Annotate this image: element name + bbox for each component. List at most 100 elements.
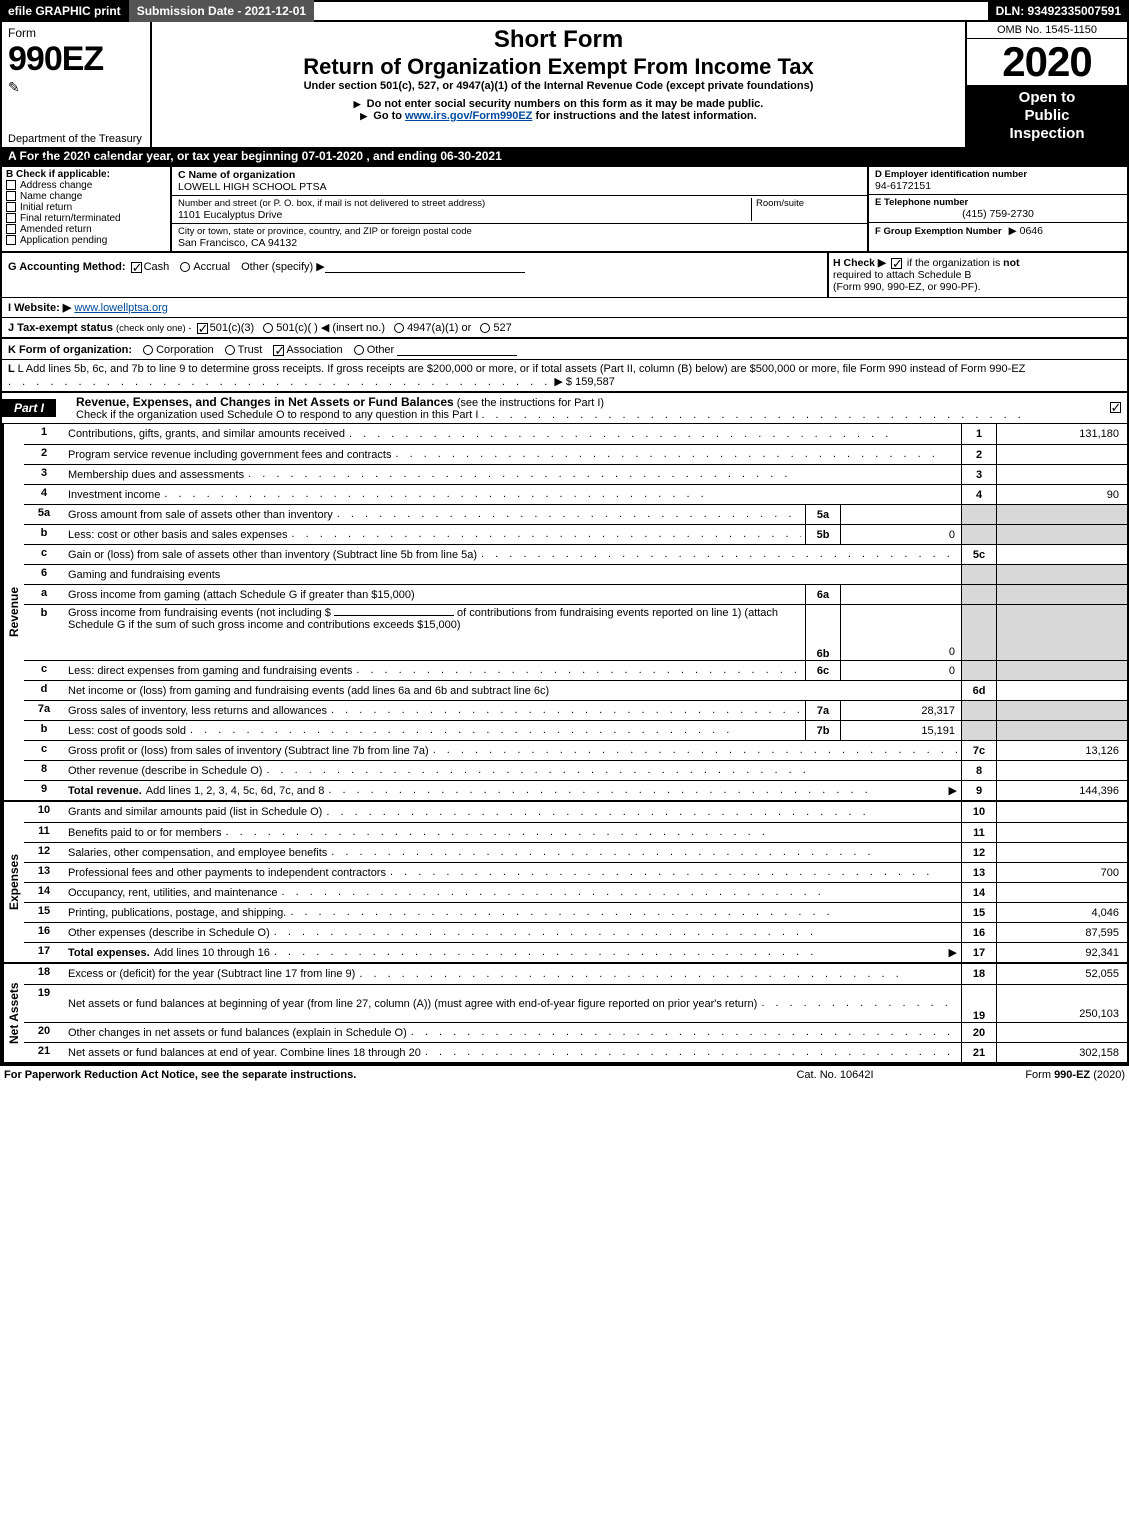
cat-number: Cat. No. 10642I bbox=[745, 1069, 925, 1081]
other-org-radio[interactable] bbox=[354, 345, 364, 355]
box-l: L L Add lines 5b, 6c, and 7b to line 9 t… bbox=[2, 359, 1127, 391]
net-assets-section: Net Assets 18 Excess or (deficit) for th… bbox=[2, 962, 1127, 1062]
box-b-title: B Check if applicable: bbox=[6, 169, 166, 180]
501c-radio[interactable] bbox=[263, 323, 273, 333]
box-c: C Name of organization LOWELL HIGH SCHOO… bbox=[172, 167, 867, 251]
line-13: 13 Professional fees and other payments … bbox=[24, 862, 1127, 882]
header-right: OMB No. 1545-1150 2020 Open to Public In… bbox=[967, 22, 1127, 147]
open-to-public-badge: Open to Public Inspection bbox=[967, 85, 1127, 147]
line-11: 11 Benefits paid to or for members 11 bbox=[24, 822, 1127, 842]
form-word: Form bbox=[8, 26, 144, 40]
line-16-amount: 87,595 bbox=[997, 923, 1127, 942]
line-12: 12 Salaries, other compensation, and emp… bbox=[24, 842, 1127, 862]
org-city: San Francisco, CA 94132 bbox=[178, 237, 861, 249]
under-section: Under section 501(c), 527, or 4947(a)(1)… bbox=[160, 80, 957, 92]
box-c-city-label: City or town, state or province, country… bbox=[178, 226, 861, 237]
line-10-amount bbox=[997, 802, 1127, 822]
application-pending-checkbox[interactable] bbox=[6, 235, 16, 245]
part-1-header: Part I Revenue, Expenses, and Changes in… bbox=[2, 391, 1127, 424]
line-7c-amount: 13,126 bbox=[997, 741, 1127, 760]
line-3-amount bbox=[997, 465, 1127, 484]
line-10: 10 Grants and similar amounts paid (list… bbox=[24, 802, 1127, 822]
top-bar: efile GRAPHIC print Submission Date - 20… bbox=[0, 0, 1129, 22]
corporation-radio[interactable] bbox=[143, 345, 153, 355]
arrow-icon bbox=[354, 98, 364, 110]
box-gh-row: G Accounting Method: Cash Accrual Other … bbox=[2, 251, 1127, 297]
box-h-checkbox[interactable] bbox=[891, 258, 902, 269]
address-change-checkbox[interactable] bbox=[6, 180, 16, 190]
expenses-section: Expenses 10 Grants and similar amounts p… bbox=[2, 800, 1127, 962]
cash-checkbox[interactable] bbox=[131, 262, 142, 273]
part-1-check-note: Check if the organization used Schedule … bbox=[64, 409, 478, 421]
dept-treasury: Department of the Treasury bbox=[8, 133, 142, 145]
accrual-radio[interactable] bbox=[180, 262, 190, 272]
form-header: Form 990EZ ✎ Department of the Treasury … bbox=[2, 22, 1127, 147]
box-j: J Tax-exempt status (check only one) - 5… bbox=[2, 317, 1127, 337]
line-17-amount: 92,341 bbox=[997, 943, 1127, 962]
form-container: Form 990EZ ✎ Department of the Treasury … bbox=[0, 22, 1129, 1064]
527-radio[interactable] bbox=[480, 323, 490, 333]
submission-date-chip: Submission Date - 2021-12-01 bbox=[129, 0, 314, 22]
irs-link[interactable]: www.irs.gov/Form990EZ bbox=[405, 110, 532, 122]
line-19: 19 Net assets or fund balances at beginn… bbox=[24, 984, 1127, 1022]
box-b: Internal Revenue Service B Check if appl… bbox=[2, 167, 172, 251]
ssn-note: Do not enter social security numbers on … bbox=[367, 98, 764, 110]
line-18-amount: 52,055 bbox=[997, 964, 1127, 984]
contrib-amount-input[interactable] bbox=[334, 615, 454, 616]
line-20-amount bbox=[997, 1023, 1127, 1042]
gross-receipts-value: $ 159,587 bbox=[566, 376, 615, 388]
box-c-name-label: C Name of organization bbox=[178, 169, 861, 181]
box-k: K Form of organization: Corporation Trus… bbox=[2, 337, 1127, 359]
line-20: 20 Other changes in net assets or fund b… bbox=[24, 1022, 1127, 1042]
line-6c: c Less: direct expenses from gaming and … bbox=[24, 660, 1127, 680]
line-7b: b Less: cost of goods sold 7b 15,191 bbox=[24, 720, 1127, 740]
part-1-schedule-o-checkbox[interactable] bbox=[1110, 402, 1121, 413]
other-org-input[interactable] bbox=[397, 342, 517, 356]
501c3-checkbox[interactable] bbox=[197, 323, 208, 334]
revenue-section: Revenue 1 Contributions, gifts, grants, … bbox=[2, 424, 1127, 800]
line-12-amount bbox=[997, 843, 1127, 862]
trust-radio[interactable] bbox=[225, 345, 235, 355]
dln-label: DLN: 93492335007591 bbox=[988, 0, 1129, 22]
org-info-block: Internal Revenue Service B Check if appl… bbox=[2, 165, 1127, 251]
line-9: 9 Total revenue. Add lines 1, 2, 3, 4, 5… bbox=[24, 780, 1127, 800]
line-16: 16 Other expenses (describe in Schedule … bbox=[24, 922, 1127, 942]
line-2-amount bbox=[997, 445, 1127, 464]
initial-return-checkbox[interactable] bbox=[6, 202, 16, 212]
box-g-label: G Accounting Method: bbox=[8, 261, 126, 273]
header-center: Short Form Return of Organization Exempt… bbox=[152, 22, 967, 147]
name-change-checkbox[interactable] bbox=[6, 191, 16, 201]
box-f-label: F Group Exemption Number bbox=[875, 226, 1002, 237]
group-exemption-value: 0646 bbox=[1020, 225, 1043, 237]
box-i-label: I Website: ▶ bbox=[8, 302, 71, 314]
tax-period-strip: A For the 2020 calendar year, or tax yea… bbox=[2, 147, 1127, 165]
box-def: D Employer identification number 94-6172… bbox=[867, 167, 1127, 251]
4947-radio[interactable] bbox=[394, 323, 404, 333]
final-return-checkbox[interactable] bbox=[6, 213, 16, 223]
tax-year: 2020 bbox=[967, 39, 1127, 85]
amended-return-checkbox[interactable] bbox=[6, 224, 16, 234]
form-number: 990EZ bbox=[8, 40, 144, 79]
line-7a: 7a Gross sales of inventory, less return… bbox=[24, 700, 1127, 720]
line-5b: b Less: cost or other basis and sales ex… bbox=[24, 524, 1127, 544]
org-street: 1101 Eucalyptus Drive bbox=[178, 209, 751, 221]
line-14: 14 Occupancy, rent, utilities, and maint… bbox=[24, 882, 1127, 902]
efile-print-button[interactable]: efile GRAPHIC print bbox=[0, 0, 129, 22]
omb-number: OMB No. 1545-1150 bbox=[967, 22, 1127, 39]
irs-overlay-text: Internal Revenue Service bbox=[2, 157, 121, 168]
line-11-amount bbox=[997, 823, 1127, 842]
expenses-vertical-label: Expenses bbox=[2, 802, 24, 962]
other-specify-input[interactable] bbox=[325, 259, 525, 273]
line-19-amount: 250,103 bbox=[997, 985, 1127, 1022]
line-7b-amount: 15,191 bbox=[841, 721, 961, 740]
revenue-vertical-label: Revenue bbox=[2, 424, 24, 800]
line-14-amount bbox=[997, 883, 1127, 902]
box-h-label: H Check ▶ bbox=[833, 257, 886, 269]
website-link[interactable]: www.lowellptsa.org bbox=[74, 302, 168, 314]
arrow-icon bbox=[360, 110, 370, 122]
line-7c: c Gross profit or (loss) from sales of i… bbox=[24, 740, 1127, 760]
association-checkbox[interactable] bbox=[273, 345, 284, 356]
line-5a-amount bbox=[841, 505, 961, 524]
line-15: 15 Printing, publications, postage, and … bbox=[24, 902, 1127, 922]
part-1-title: Revenue, Expenses, and Changes in Net As… bbox=[64, 395, 454, 409]
